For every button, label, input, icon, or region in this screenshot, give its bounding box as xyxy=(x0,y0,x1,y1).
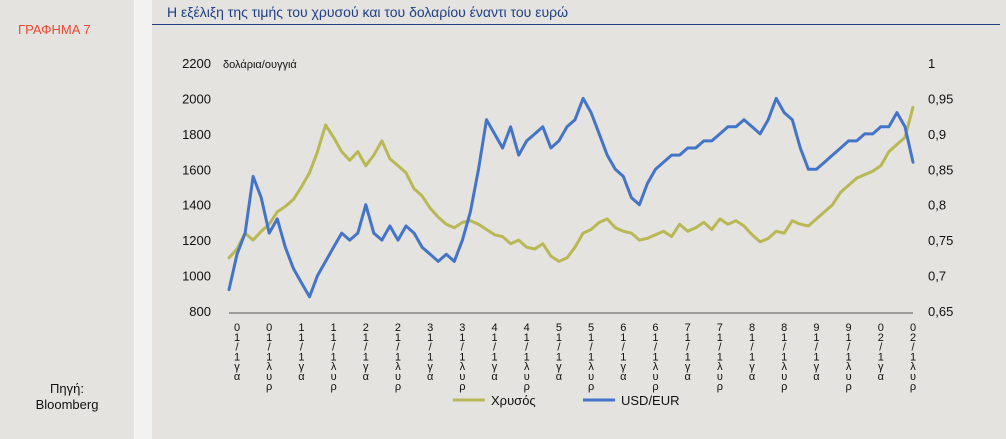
x-tick-label: 8 1/1 γ α xyxy=(749,322,756,383)
y-left-tick-label: 1800 xyxy=(182,127,211,142)
x-tick-label: 5 1/1 λ υ ρ xyxy=(588,322,594,393)
source-name: Bloomberg xyxy=(35,397,99,412)
y-right-tick-label: 0,95 xyxy=(928,91,953,106)
y-right-tick-label: 0,9 xyxy=(928,127,946,142)
x-tick-label: 9 1/1 λ υ ρ xyxy=(845,322,851,393)
x-tick-label: 6 1/1 λ υ ρ xyxy=(652,322,658,393)
y-right-tick-label: 0,75 xyxy=(928,233,953,248)
x-tick-label: 7 1/1 γ α xyxy=(684,322,691,383)
x-tick-label: 9 1/1 γ α xyxy=(813,322,820,383)
x-tick-label: 2 1/1 γ α xyxy=(363,322,370,383)
chart-number-label: ΓΡΑΦΗΜΑ 7 xyxy=(18,22,91,37)
title-underline xyxy=(152,24,1000,25)
y-right-tick-label: 0,7 xyxy=(928,269,946,284)
y-left-tick-label: 1000 xyxy=(182,269,211,284)
usd-eur-line xyxy=(227,96,915,299)
y-right-tick-label: 0,65 xyxy=(928,304,953,319)
x-tick-label: 5 1/1 γ α xyxy=(556,322,563,383)
legend-label-usd-eur: USD/EUR xyxy=(621,393,680,408)
y-left-tick-label: 1400 xyxy=(182,198,211,213)
y-right-tick-label: 1 xyxy=(928,56,935,71)
x-tick-label: 2 1/1 λ υ ρ xyxy=(395,322,401,393)
source-label: Πηγή: xyxy=(50,381,84,396)
x-tick-label: 0 2/1 λ υ ρ xyxy=(910,322,916,393)
x-tick-label: 0 2/1 γ α xyxy=(878,322,885,383)
x-tick-label: 7 1/1 λ υ ρ xyxy=(717,322,723,393)
y-left-unit-label: δολάρια/ουγγιά xyxy=(223,59,297,71)
y-left-tick-label: 800 xyxy=(189,304,211,319)
x-tick-label: 1 1/1 λ υ ρ xyxy=(330,322,336,393)
x-tick-label: 1 1/1 γ α xyxy=(298,322,305,383)
chart-panel xyxy=(152,0,1006,439)
x-tick-label: 6 1/1 γ α xyxy=(620,322,627,383)
gold-price-line xyxy=(227,105,915,263)
y-right-tick-label: 0,85 xyxy=(928,162,953,177)
source-note: Πηγή: Bloomberg xyxy=(0,381,134,413)
x-tick-label: 4 1/1 λ υ ρ xyxy=(524,322,530,393)
x-tick-label: 0 1/1 λ υ ρ xyxy=(266,322,272,393)
chart-title: Η εξέλιξη της τιμής του χρυσού και του δ… xyxy=(167,4,569,20)
x-tick-label: 4 1/1 γ α xyxy=(491,322,498,383)
x-tick-label: 8 1/1 λ υ ρ xyxy=(781,322,787,393)
legend-label-gold: Χρυσός xyxy=(491,393,536,408)
x-tick-label: 3 1/1 λ υ ρ xyxy=(459,322,465,393)
x-tick-label: 3 1/1 γ α xyxy=(427,322,434,383)
y-left-tick-label: 1200 xyxy=(182,233,211,248)
y-left-tick-label: 2200 xyxy=(182,56,211,71)
y-left-tick-label: 2000 xyxy=(182,91,211,106)
y-left-tick-label: 1600 xyxy=(182,162,211,177)
y-right-tick-label: 0,8 xyxy=(928,198,946,213)
left-panel xyxy=(0,0,134,439)
x-tick-label: 0 1/1 γ α xyxy=(234,322,241,383)
